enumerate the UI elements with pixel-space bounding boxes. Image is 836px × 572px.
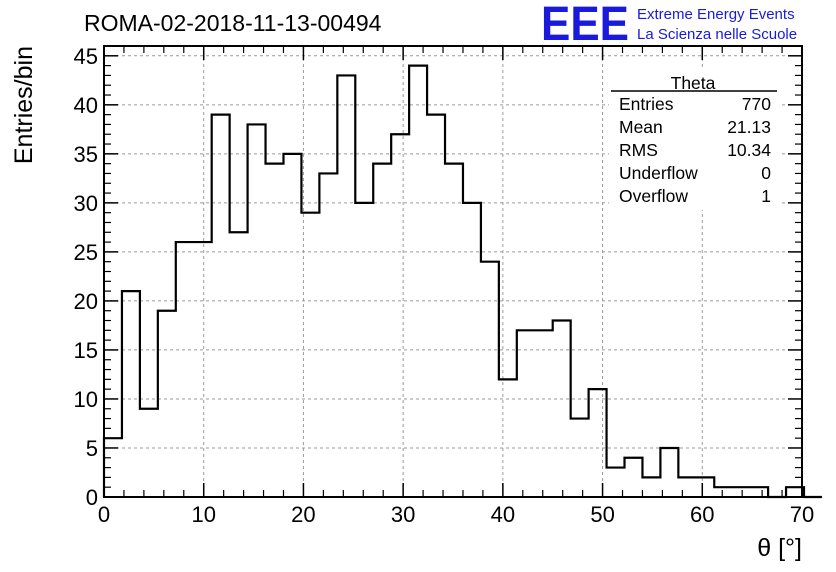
histogram-bars — [102, 64, 822, 499]
x-tick-label: 30 — [391, 502, 415, 527]
histogram-bin — [517, 330, 535, 497]
histogram-bin — [625, 458, 643, 497]
x-tick-label: 60 — [690, 502, 714, 527]
histogram-bin — [535, 330, 553, 497]
y-axis-label: Entries/bin — [10, 46, 38, 164]
x-tick-label: 40 — [491, 502, 515, 527]
y-tick-label: 40 — [74, 93, 98, 118]
histogram-bin — [642, 477, 660, 497]
histogram-bin — [158, 311, 176, 497]
histogram-bin — [176, 242, 194, 497]
grid-lines — [104, 46, 802, 497]
y-tick-label: 0 — [86, 485, 98, 510]
histogram-bin — [678, 477, 696, 497]
histogram-bin — [409, 66, 427, 497]
histogram-bin — [212, 115, 230, 497]
logo-line-1: Extreme Energy Events — [637, 6, 795, 23]
histogram-bin — [230, 232, 248, 497]
histogram-bin — [750, 487, 768, 497]
histogram-bin — [499, 379, 517, 497]
stats-label: Entries — [619, 94, 674, 114]
y-tick-label: 45 — [74, 44, 98, 69]
histogram-bin — [283, 154, 301, 497]
histogram-bin — [266, 164, 284, 497]
stats-box-background — [609, 70, 779, 210]
stats-label: Underflow — [619, 163, 698, 183]
y-tick-label: 10 — [74, 387, 98, 412]
histogram-bin — [427, 115, 445, 497]
histogram-bin — [571, 419, 589, 497]
histogram-bin — [481, 262, 499, 497]
histogram-bin — [714, 487, 732, 497]
axis-ticks — [103, 45, 803, 498]
histogram-bin — [373, 164, 391, 497]
histogram-bin — [445, 164, 463, 497]
x-tick-label: 0 — [98, 502, 110, 527]
histogram-bin — [391, 134, 409, 497]
histogram-bin — [660, 448, 678, 497]
stats-value: 10.34 — [727, 140, 771, 160]
logo-mark: EEE — [541, 0, 629, 51]
stats-value: 21.13 — [727, 117, 771, 137]
x-tick-label: 70 — [790, 502, 814, 527]
x-tick-label: 10 — [191, 502, 215, 527]
histogram-bin — [140, 409, 158, 497]
histogram-bin — [337, 75, 355, 497]
histogram-bin — [122, 291, 140, 497]
stats-label: Mean — [619, 117, 663, 137]
histogram-bin — [553, 321, 571, 497]
stats-label: RMS — [619, 140, 658, 160]
stats-box: Theta Entries 770 Mean 21.13 RMS 10.34 Underfl… — [609, 70, 779, 210]
x-tick-label: 50 — [590, 502, 614, 527]
y-tick-label: 15 — [74, 338, 98, 363]
x-tick-labels: 0 10 20 30 40 50 60 70 — [98, 502, 814, 527]
x-axis-label: θ [°] — [757, 534, 802, 562]
stats-name: Theta — [671, 73, 716, 93]
chart-title: ROMA-02-2018-11-13-00494 — [84, 10, 382, 36]
y-tick-label: 25 — [74, 240, 98, 265]
histogram-bin — [194, 242, 212, 497]
histogram-bin — [732, 487, 750, 497]
y-tick-label: 5 — [86, 436, 98, 461]
histogram-bin — [248, 124, 266, 497]
logo-line-2: La Scienza nelle Scuole — [637, 26, 797, 43]
x-tick-label: 20 — [291, 502, 315, 527]
stats-value: 0 — [761, 163, 771, 183]
histogram-bin — [607, 468, 625, 497]
y-tick-label: 20 — [74, 289, 98, 314]
histogram-bin — [589, 389, 607, 497]
y-tick-labels: 0 5 10 15 20 25 30 35 40 45 — [74, 44, 98, 510]
stats-value: 770 — [742, 94, 771, 114]
histogram-bin — [696, 477, 714, 497]
stats-label: Overflow — [619, 186, 688, 206]
y-tick-label: 30 — [74, 191, 98, 216]
stats-value: 1 — [761, 186, 771, 206]
histogram-outline — [102, 64, 822, 499]
y-tick-label: 35 — [74, 142, 98, 167]
histogram-bin — [301, 213, 319, 497]
eee-logo: EEE Extreme Energy Events La Scienza nel… — [541, 0, 797, 51]
